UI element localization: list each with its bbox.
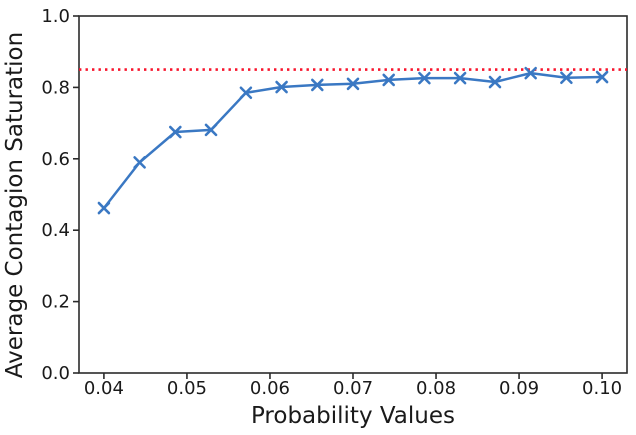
x-tick-label: 0.09 [499,378,539,399]
y-tick-label: 0.6 [41,149,70,170]
y-tick-label: 0.4 [41,220,70,241]
data-point-marker [204,123,218,137]
data-point-marker [97,201,111,215]
data-point-marker [275,80,288,94]
y-tick-label: 0.2 [41,292,70,313]
y-axis-label: Average Contagion Saturation [2,32,28,378]
x-tick-label: 0.05 [167,378,207,399]
data-point-marker [488,75,502,89]
data-point-marker [418,71,431,85]
data-point-marker [382,73,396,87]
data-point-marker [595,70,609,84]
data-point-marker [346,77,360,91]
data-point-marker [560,71,573,85]
data-point-marker [169,125,182,139]
data-point-marker [310,78,324,92]
y-tick-label: 0.8 [41,77,70,98]
x-tick-label: 0.06 [250,378,290,399]
x-tick-label: 0.08 [416,378,456,399]
y-tick-label: 0.0 [41,363,70,384]
data-point-marker [453,71,467,85]
data-point-marker [133,156,146,169]
x-tick-label: 0.10 [582,378,622,399]
x-tick-label: 0.07 [333,378,373,399]
y-tick-label: 1.0 [41,6,70,27]
x-tick-label: 0.04 [84,378,124,399]
x-axis-label: Probability Values [251,403,455,429]
data-point-marker [239,86,253,100]
data-point-marker [524,66,537,80]
